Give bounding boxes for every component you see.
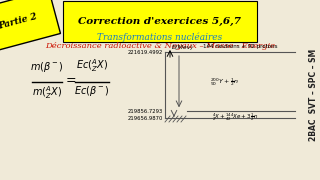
Text: Transformations nucléaires: Transformations nucléaires <box>97 32 223 42</box>
Text: 2BAC  SVT – SPC – SM: 2BAC SVT – SPC – SM <box>309 49 318 141</box>
Text: 221619.4992: 221619.4992 <box>128 50 163 55</box>
Text: Décroissance radioactive & Noyaux – Masse - Energie: Décroissance radioactive & Noyaux – Mass… <box>45 42 275 50</box>
Text: E(Mev): E(Mev) <box>172 45 194 50</box>
Text: Partie 2: Partie 2 <box>0 12 38 31</box>
Text: 219656.9870: 219656.9870 <box>128 116 163 120</box>
Text: 144 neutrons + 92 protons: 144 neutrons + 92 protons <box>203 44 277 49</box>
Text: 219856.7293: 219856.7293 <box>128 109 163 114</box>
Text: $Ec(\beta^-)$: $Ec(\beta^-)$ <box>74 84 110 98</box>
Text: Série d'exercices 2: Série d'exercices 2 <box>116 6 204 15</box>
Text: $m(^A_Z X)$: $m(^A_Z X)$ <box>32 84 62 101</box>
Text: $m(\beta^-)$: $m(\beta^-)$ <box>30 60 64 74</box>
Text: $=$: $=$ <box>63 73 77 86</box>
Text: $^{200}_{90}Y + \frac{1}{2}n$: $^{200}_{90}Y + \frac{1}{2}n$ <box>211 76 240 88</box>
Text: $^4_2X + ^{144}_{42}Xe + 3\frac{1}{2}n$: $^4_2X + ^{144}_{42}Xe + 3\frac{1}{2}n$ <box>212 111 258 123</box>
Text: Correction d'exercices 5,6,7: Correction d'exercices 5,6,7 <box>78 17 242 26</box>
Text: $Ec(^A_Z X)$: $Ec(^A_Z X)$ <box>76 57 108 74</box>
